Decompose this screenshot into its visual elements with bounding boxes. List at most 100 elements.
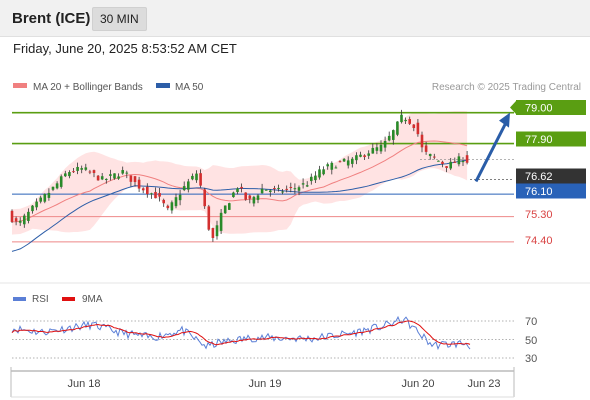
ma50-line — [11, 159, 468, 252]
timeframe-badge[interactable]: 30 MIN — [92, 7, 147, 31]
candle-body — [76, 166, 79, 171]
candle-body — [322, 169, 325, 175]
candle-body — [355, 155, 358, 161]
candle-body — [88, 171, 92, 173]
candle-body — [244, 192, 247, 200]
candle-body — [121, 170, 124, 174]
candle-body — [375, 147, 379, 151]
candle-body — [23, 215, 26, 225]
candle-body — [18, 220, 22, 223]
candle-body — [92, 170, 96, 174]
candle-body — [223, 205, 227, 214]
rsi-line — [11, 315, 471, 351]
candle-body — [416, 122, 420, 135]
level-79-tag-pointer — [510, 101, 516, 114]
rsi-tick-70: 70 — [525, 316, 537, 328]
candle-body — [346, 160, 350, 166]
candle-body — [125, 172, 129, 174]
candle-body — [449, 161, 452, 169]
candle-body — [68, 172, 71, 177]
candle-body — [191, 175, 194, 180]
candle-body — [273, 188, 276, 190]
candle-body — [195, 173, 198, 181]
candle-body — [59, 176, 63, 187]
bollinger-band-area — [12, 111, 468, 235]
candle-body — [43, 194, 47, 202]
candle-body — [424, 145, 428, 152]
candle-body — [39, 197, 42, 202]
candle-body — [387, 135, 391, 141]
candle-body — [199, 173, 202, 186]
rsi-tick-50: 50 — [525, 335, 537, 347]
candle-body — [96, 175, 100, 181]
bollinger-bands — [12, 111, 468, 235]
candle-body — [433, 156, 436, 158]
candle-body — [400, 114, 403, 123]
credit-text: Research © 2025 Trading Central — [432, 82, 581, 93]
forecast-arrow-shaft — [474, 119, 509, 183]
candle-body — [334, 167, 338, 169]
candle-body — [27, 211, 30, 221]
candle-body — [232, 192, 235, 198]
candle-body — [379, 144, 383, 152]
candle-body — [31, 205, 34, 212]
candle-body — [256, 195, 260, 200]
candle-body — [10, 210, 14, 222]
candle-body — [158, 193, 161, 197]
level-79-label: 79.00 — [525, 103, 553, 115]
candle-body — [338, 161, 342, 163]
candle-body — [113, 173, 116, 179]
candle-body — [182, 186, 186, 191]
chart-datetime: Friday, June 20, 2025 8:53:52 AM CET — [13, 41, 237, 56]
candle-body — [248, 195, 252, 199]
candle-body — [211, 228, 215, 238]
candle-body — [166, 205, 170, 209]
rsi-ma-line — [11, 320, 471, 346]
candle-body — [310, 176, 313, 182]
level-labels: 79.00 77.90 76.62 76.10 75.30 74.40 — [510, 100, 586, 247]
candle-body — [236, 188, 239, 193]
candle-body — [170, 202, 174, 211]
candle-body — [55, 183, 59, 189]
candle-body — [428, 153, 432, 157]
candle-body — [84, 167, 88, 170]
candle-body — [314, 175, 317, 181]
candle-body — [109, 174, 112, 176]
candle-body — [305, 185, 309, 187]
candle-body — [281, 191, 284, 193]
moving-averages — [11, 140, 468, 252]
ma20-line — [11, 140, 468, 223]
rsi-tick-30: 30 — [525, 353, 537, 365]
candle-body — [457, 156, 461, 165]
candle-body — [141, 188, 145, 191]
candle-body — [437, 160, 440, 162]
current-price-label: 76.62 — [525, 171, 553, 183]
rsi-legend: RSI 9MA — [13, 294, 103, 305]
candle-body — [47, 192, 51, 198]
candle-body — [137, 179, 141, 189]
candle-body — [392, 130, 395, 140]
candle-body — [240, 186, 243, 189]
candle-body — [187, 181, 190, 190]
candle-body — [285, 188, 288, 190]
candle-body — [35, 201, 38, 208]
candle-body — [367, 153, 370, 156]
level-7530-label: 75.30 — [525, 209, 553, 221]
level-7610-tag — [516, 183, 586, 199]
x-tick-jun18: Jun 18 — [67, 378, 100, 390]
chart-header: Brent (ICE) 30 MIN — [0, 0, 590, 37]
ma20-legend-label: MA 20 + Bollinger Bands — [33, 82, 143, 93]
level-79-tag — [516, 100, 586, 115]
candle-body — [252, 196, 256, 204]
rsi-panel — [11, 315, 514, 359]
candle-body — [441, 161, 444, 165]
instrument-title: Brent (ICE) — [12, 10, 91, 27]
level-7610-label: 76.10 — [525, 186, 553, 198]
rsi-legend-label: RSI — [32, 294, 49, 305]
candle-body — [363, 155, 366, 158]
candle-body — [105, 178, 108, 180]
candle-body — [150, 193, 153, 195]
candle-body — [162, 199, 165, 204]
rsi-ma-legend-label: 9MA — [82, 294, 103, 305]
